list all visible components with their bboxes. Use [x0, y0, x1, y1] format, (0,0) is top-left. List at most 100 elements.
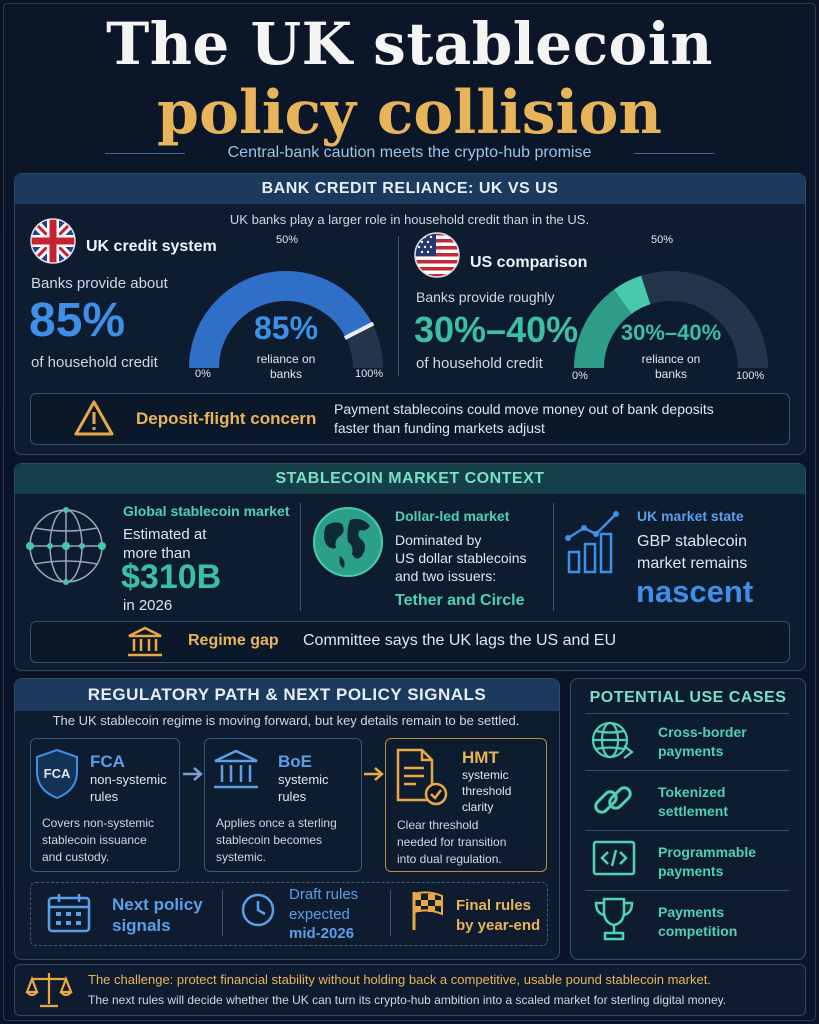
boe-desc-3: systemic.	[216, 850, 267, 864]
boe-sub1: systemic	[278, 772, 329, 787]
us-gauge-range-band	[613, 275, 651, 315]
next-signals-label-1: Next policy	[112, 895, 203, 914]
us-gauge-center-value: 30%–40%	[620, 320, 722, 345]
hmt-step-card	[385, 738, 547, 872]
subtitle: Central-bank caution meets the crypto-hu…	[227, 144, 592, 161]
use-cases-panel: POTENTIAL USE CASES	[570, 678, 806, 960]
us-gauge	[574, 271, 768, 369]
use-cases-rule-1	[585, 770, 789, 771]
fca-desc-1: Covers non-systemic	[42, 816, 155, 830]
growth-chart-icon	[565, 511, 619, 574]
title-line-2: policy collision	[157, 78, 662, 148]
deposit-flight-title: Deposit-flight concern	[136, 409, 317, 428]
deposit-flight-box	[30, 393, 790, 445]
arrow-right-icon	[183, 767, 203, 781]
global-market-title: Global stablecoin market	[123, 503, 290, 519]
use-case-2-l1: Tokenized	[658, 784, 726, 800]
deposit-flight-text-2: faster than funding markets adjust	[334, 420, 545, 436]
fca-sub1: non-systemic	[90, 772, 167, 787]
use-case-2-l2: settlement	[658, 803, 729, 819]
draft-rules-3: mid-2026	[289, 925, 355, 942]
uk-state-value: nascent	[636, 574, 754, 609]
uk-state-l2: market remains	[637, 555, 748, 572]
uk-gauge-label-1: reliance on	[256, 352, 316, 366]
use-case-3-l1: Programmable	[658, 844, 757, 860]
uk-label: UK credit system	[86, 238, 217, 255]
fca-icon-text: FCA	[43, 766, 71, 781]
final-rules-1: Final rules	[456, 897, 532, 914]
us-label: US comparison	[470, 254, 588, 271]
next-signals-box	[30, 882, 548, 946]
globe-arrow-icon	[591, 721, 634, 759]
market-divider-1	[300, 503, 301, 611]
use-case-1-l2: payments	[658, 743, 724, 759]
market-divider-2	[553, 503, 554, 611]
deposit-flight-text-1: Payment stablecoins could move money out…	[334, 401, 714, 417]
earth-icon	[313, 507, 383, 577]
regulatory-panel: REGULATORY PATH & NEXT POLICY SIGNALS	[14, 678, 560, 960]
fca-shield-icon	[36, 748, 78, 800]
fca-title: FCA	[90, 752, 125, 771]
bank-credit-intro: UK banks play a larger role in household…	[229, 212, 590, 227]
hmt-sub3: clarity	[462, 800, 494, 814]
bank-credit-heading: BANK CREDIT RELIANCE: UK VS US	[15, 174, 805, 204]
uk-gauge-max: 100%	[355, 368, 384, 380]
uk-flag-icon	[30, 218, 76, 264]
uk-gauge-mid: 50%	[276, 234, 299, 246]
uk-gauge-min: 0%	[195, 368, 211, 380]
us-gauge-mid: 50%	[651, 234, 674, 246]
network-globe-icon	[26, 507, 106, 585]
global-market-l3: in 2026	[123, 597, 173, 614]
us-line1: Banks provide roughly	[416, 289, 555, 305]
boe-bank-icon	[214, 749, 258, 789]
boe-title: BoE	[278, 752, 312, 771]
bank-credit-panel: BANK CREDIT RELIANCE: UK VS US	[14, 173, 806, 455]
use-cases-rule-3	[585, 890, 789, 891]
bank-credit-divider	[398, 236, 399, 376]
us-gauge-label-2: banks	[654, 367, 688, 381]
us-flag-icon	[414, 232, 460, 278]
clock-icon	[241, 893, 275, 927]
uk-gauge	[189, 270, 383, 369]
signals-divider-2	[390, 890, 391, 936]
signals-divider-1	[222, 890, 223, 936]
use-cases-heading: POTENTIAL USE CASES	[589, 689, 787, 706]
checkered-flag-icon	[412, 891, 443, 930]
trophy-icon	[594, 897, 634, 941]
dollar-market-highlight: Tether and Circle	[395, 592, 525, 609]
uk-line2: of household credit	[31, 354, 158, 371]
boe-desc-2: stablecoin becomes	[216, 833, 323, 847]
dollar-market-l3: and two issuers:	[395, 568, 497, 584]
use-case-4-l1: Payments	[658, 904, 725, 920]
hmt-desc-3: into dual regulation.	[397, 852, 502, 866]
code-icon	[592, 840, 636, 876]
uk-gauge-marker	[343, 321, 375, 340]
use-case-3-l2: payments	[658, 863, 724, 879]
subtitle-rule-left	[105, 153, 185, 154]
hmt-sub2: threshold	[462, 784, 512, 798]
fca-desc-3: and custody.	[42, 850, 110, 864]
us-gauge-min: 0%	[572, 370, 588, 382]
bank-building-icon	[128, 626, 162, 657]
us-gauge-fill	[574, 289, 633, 369]
draft-rules-2: expected	[289, 906, 350, 923]
regime-gap-title: Regime gap	[188, 632, 279, 649]
final-rules-2: by year-end	[456, 917, 541, 934]
hmt-desc-1: Clear threshold	[397, 818, 479, 832]
boe-step-card	[204, 738, 362, 872]
uk-state-title: UK market state	[637, 508, 744, 524]
arrow-right-gold-icon	[364, 767, 384, 781]
global-market-value: $310B	[121, 558, 222, 596]
hmt-title: HMT	[462, 748, 499, 767]
next-signals-label-2: signals	[112, 916, 171, 935]
dollar-market-title: Dollar-led market	[395, 508, 510, 524]
us-big-value: 30%–40%	[414, 309, 579, 350]
uk-state-l1: GBP stablecoin	[637, 533, 747, 550]
us-line2: of household credit	[416, 355, 543, 372]
uk-line1: Banks provide about	[31, 275, 168, 292]
uk-gauge-label-2: banks	[269, 367, 303, 381]
uk-big-value: 85%	[29, 294, 126, 347]
us-gauge-label-1: reliance on	[641, 352, 701, 366]
fca-step-card	[30, 738, 180, 872]
dollar-market-l1: Dominated by	[395, 532, 482, 548]
